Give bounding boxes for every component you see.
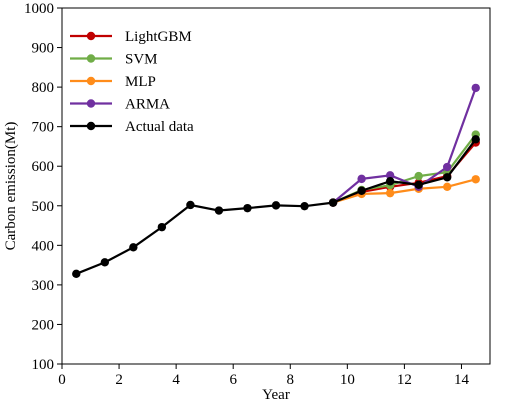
axes: 100 200 300 400 500 600 700 800 900 1000 0 2 4 6 8 10 12… — [24, 1, 491, 388]
legend-label: LightGBM — [125, 29, 192, 45]
legend-marker — [86, 76, 96, 86]
series-lines — [72, 83, 480, 279]
y-tick-label: 900 — [32, 41, 55, 57]
data-point — [357, 186, 366, 195]
y-tick-label: 500 — [32, 199, 55, 215]
x-tick-label: 10 — [340, 372, 355, 388]
data-point — [471, 135, 480, 144]
y-tick-label: 1000 — [24, 1, 54, 17]
x-tick-label: 6 — [229, 372, 237, 388]
data-point — [300, 201, 309, 211]
data-point — [271, 201, 281, 210]
data-point — [186, 200, 195, 210]
data-point — [443, 173, 452, 182]
x-tick-label: 12 — [397, 372, 412, 388]
plot-frame — [61, 7, 491, 365]
series-line — [332, 178, 477, 204]
y-axis-label: Carbon emission(Mt) — [3, 122, 19, 251]
data-point — [214, 206, 224, 215]
legend-item: SVM — [70, 52, 158, 68]
y-tick-label: 200 — [32, 317, 55, 333]
legend-marker — [86, 121, 96, 131]
legend-item: Actual data — [70, 119, 194, 135]
x-axis-label: Year — [262, 387, 290, 403]
x-tick-label: 8 — [287, 372, 295, 388]
data-point — [443, 162, 452, 172]
y-tick-label: 400 — [32, 238, 55, 254]
data-point — [414, 180, 423, 190]
data-point — [357, 174, 366, 184]
data-point — [385, 177, 395, 186]
series-actual-data — [72, 135, 480, 279]
legend-item: MLP — [70, 74, 156, 90]
legend: LightGBM SVM MLP ARMA Actual data — [70, 29, 194, 135]
legend-item: ARMA — [70, 97, 170, 113]
data-point — [72, 269, 81, 279]
data-point — [385, 171, 395, 180]
data-point — [443, 182, 452, 191]
data-point — [129, 243, 138, 252]
data-point — [157, 222, 167, 232]
legend-label: ARMA — [125, 97, 170, 113]
legend-label: MLP — [125, 74, 156, 90]
legend-label: Actual data — [125, 119, 194, 135]
data-point — [243, 203, 252, 213]
x-tick-label: 2 — [115, 372, 123, 388]
legend-marker — [86, 54, 96, 63]
data-point — [328, 198, 338, 207]
legend-label: SVM — [125, 52, 158, 68]
y-tick-label: 300 — [32, 278, 55, 294]
legend-item: LightGBM — [70, 29, 192, 45]
y-tick-label: 800 — [32, 80, 55, 96]
data-point — [471, 175, 480, 184]
data-point — [100, 258, 110, 267]
x-tick-label: 0 — [58, 372, 66, 388]
y-tick-label: 700 — [32, 120, 55, 136]
y-tick-label: 600 — [32, 159, 55, 175]
data-point — [385, 188, 395, 198]
y-tick-label: 100 — [32, 357, 55, 373]
series-line — [332, 87, 477, 204]
legend-marker — [86, 99, 96, 108]
data-point — [414, 171, 423, 181]
legend-marker — [86, 31, 96, 41]
data-point — [471, 83, 480, 93]
x-tick-label: 14 — [454, 372, 470, 388]
x-tick-label: 4 — [172, 372, 180, 388]
